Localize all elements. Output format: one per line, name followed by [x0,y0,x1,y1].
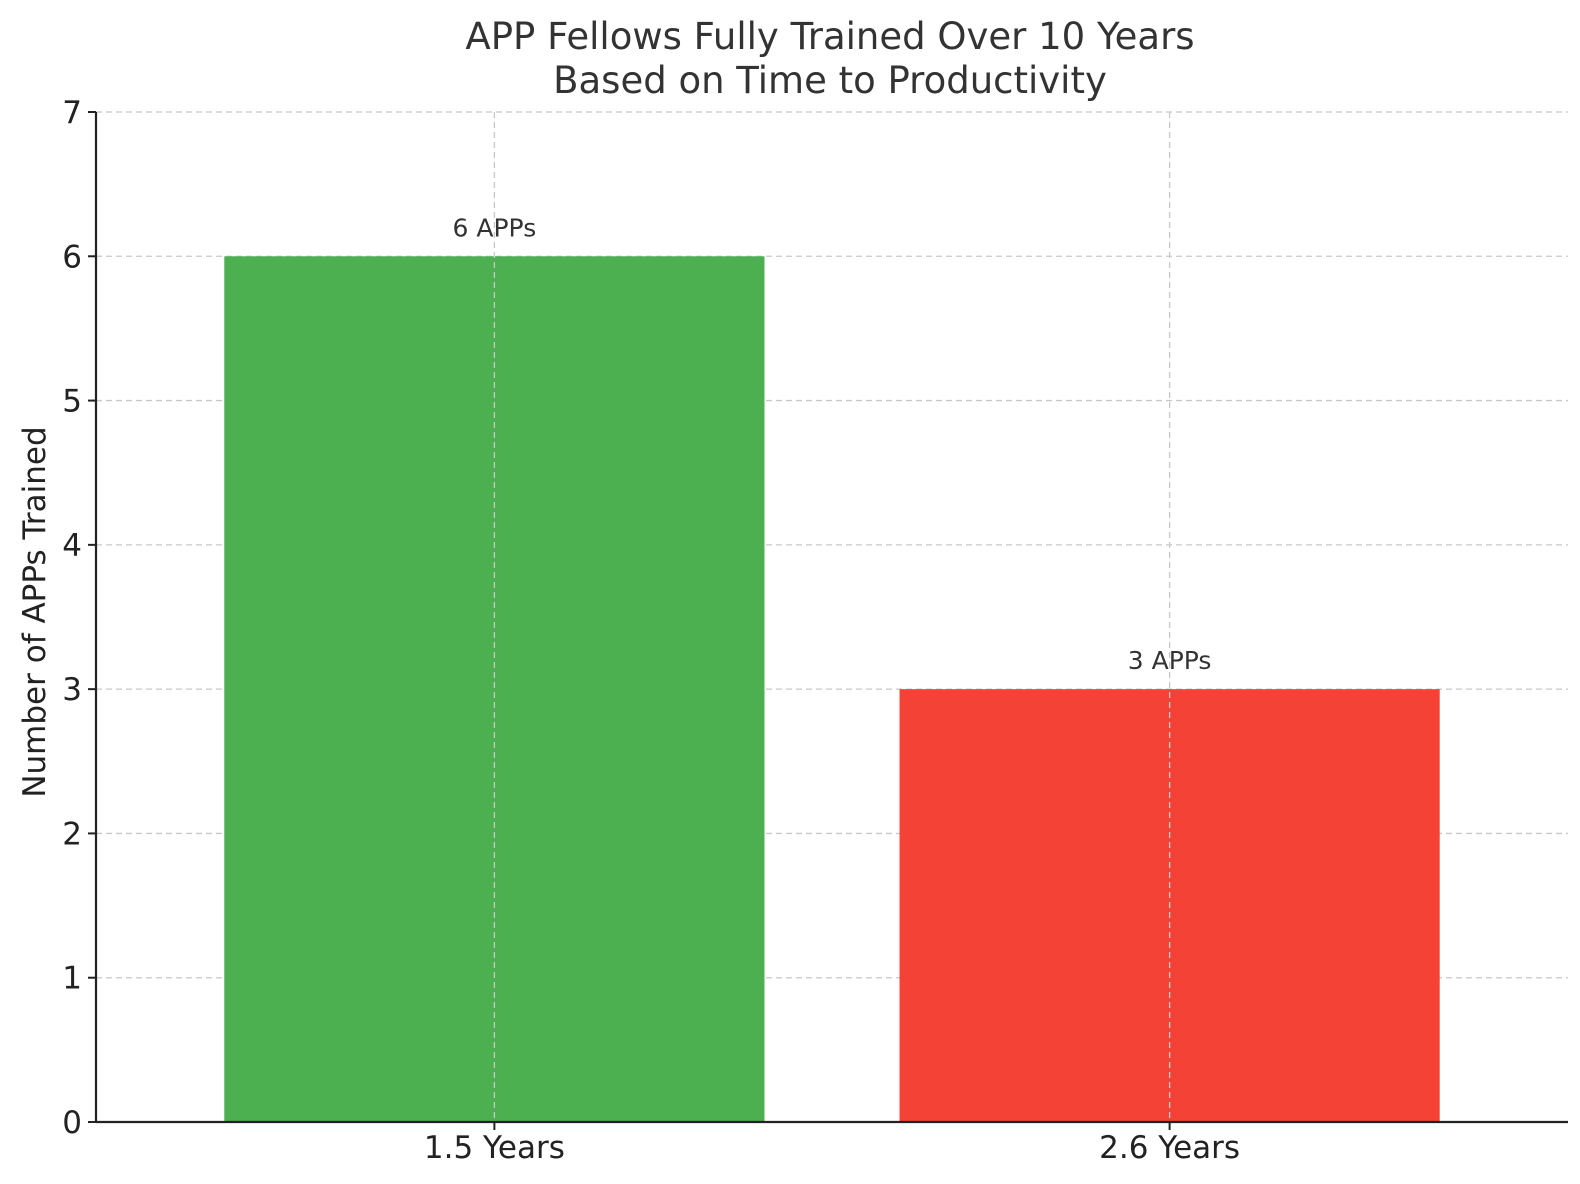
labels: 0 1 2 3 4 5 6 7 6 APPs 1.5 Years 3 APPs 2.6 Years [62,95,1240,1166]
y-tick-label: 7 [62,95,82,131]
y-tick-label: 4 [62,528,82,564]
bar-value-label: 6 APPs [453,213,537,242]
chart-title-line-1: APP Fellows Fully Trained Over 10 Years [465,15,1194,58]
chart-title-line-2: Based on Time to Productivity [553,59,1107,102]
vertical-grid-lines [493,112,1171,1122]
y-tick-label: 1 [62,961,82,997]
y-tick-label: 5 [62,384,82,420]
y-tick-label: 2 [62,816,82,852]
y-axis-label: Number of APPs Trained [17,426,53,797]
y-tick-label: 6 [62,239,82,275]
x-tick-label: 2.6 Years [1099,1130,1240,1166]
x-tick-label: 1.5 Years [424,1130,565,1166]
bar-value-label: 3 APPs [1128,646,1212,675]
y-tick-label: 3 [62,672,82,708]
y-tick-label: 0 [62,1105,82,1141]
axes [88,111,1568,1130]
